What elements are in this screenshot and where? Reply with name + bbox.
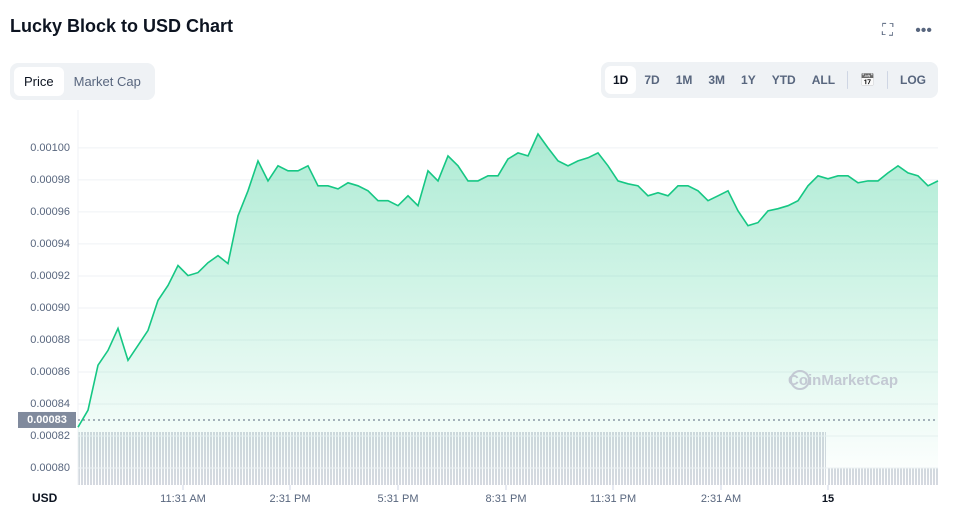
x-tick-label: 2:31 PM	[270, 493, 311, 505]
toolbar-icons: ⛶ •••	[882, 22, 932, 40]
y-tick-label: 0.00096	[30, 206, 70, 218]
range-button[interactable]: 3M	[708, 73, 726, 87]
log-button[interactable]: LOG	[900, 73, 926, 87]
y-axis-label: USD	[32, 491, 58, 505]
current-price-tag	[18, 411, 76, 428]
x-tick-label: 2:31 AM	[701, 493, 741, 505]
y-tick-label: 0.00094	[30, 238, 70, 250]
range-button[interactable]: YTD	[771, 73, 796, 87]
range-button[interactable]: 1Y	[741, 73, 756, 87]
title: Lucky Block to USD Chart	[10, 16, 234, 36]
x-tick-label: 15	[822, 493, 834, 505]
y-tick-label: 0.00100	[30, 142, 70, 154]
y-tick-label: 0.00090	[30, 302, 70, 314]
x-tick-label: 11:31 AM	[160, 493, 206, 505]
price-line	[77, 132, 939, 428]
more-button[interactable]: •••	[915, 22, 932, 39]
y-tick-label: 0.00092	[30, 270, 70, 282]
tabs: Price Market Cap	[10, 63, 155, 100]
range-button[interactable]: 1D	[605, 66, 637, 94]
y-tick-label: 0.00084	[30, 398, 70, 410]
separator	[887, 71, 888, 89]
watermark-logo	[790, 370, 810, 390]
tab[interactable]: Price	[14, 67, 64, 96]
range-button[interactable]: 7D	[644, 73, 660, 87]
y-tick-label: 0.00098	[30, 174, 70, 186]
calendar-button[interactable]: 📅	[860, 73, 875, 87]
range-button[interactable]: ALL	[811, 73, 836, 87]
x-tick-label: 11:31 PM	[590, 493, 636, 505]
separator	[847, 71, 849, 89]
current-price-label: 0.00083	[27, 414, 67, 426]
watermark: CoinMarketCap	[788, 372, 898, 389]
y-tick-label: 0.00088	[30, 334, 70, 346]
y-tick-label: 0.00082	[30, 430, 70, 442]
price-area	[78, 134, 938, 484]
tab[interactable]: Market Cap	[73, 74, 141, 89]
x-tick-label: 8:31 PM	[486, 493, 527, 505]
y-tick-label: 0.00086	[30, 366, 70, 378]
y-tick-label: 0.00080	[30, 462, 70, 474]
x-tick-label: 5:31 PM	[378, 493, 419, 505]
range-selector: 1D 7D 1M 3M 1Y YTD ALL 📅 LOG	[601, 62, 938, 98]
fullscreen-button[interactable]: ⛶	[881, 22, 894, 39]
range-button[interactable]: 1M	[675, 73, 693, 87]
